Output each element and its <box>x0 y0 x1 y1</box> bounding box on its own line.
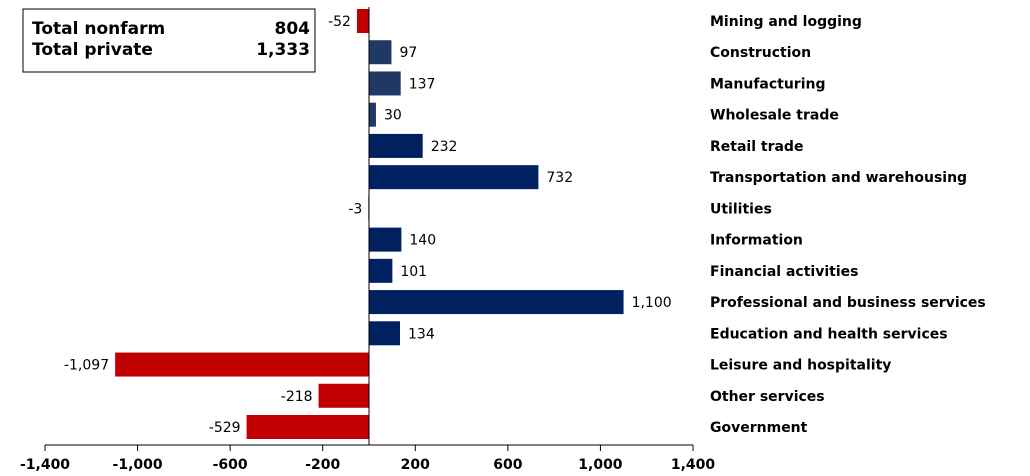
bar <box>369 71 401 96</box>
data-label: -529 <box>209 420 241 436</box>
data-label: 140 <box>409 233 436 249</box>
x-tick-label: -1,000 <box>113 457 163 473</box>
bar <box>369 133 423 158</box>
x-tick-label: -1,400 <box>20 457 70 473</box>
x-tick-label: 1,000 <box>578 457 623 473</box>
bar <box>369 40 392 65</box>
data-label: 134 <box>408 326 435 342</box>
bar <box>369 290 624 315</box>
bar <box>369 321 401 346</box>
category-label: Transportation and warehousing <box>710 170 967 186</box>
x-tick-label: 1,400 <box>671 457 716 473</box>
bar <box>246 414 369 439</box>
bar <box>369 258 393 283</box>
data-label: 232 <box>431 139 458 155</box>
bar <box>115 352 369 377</box>
bar <box>356 9 369 33</box>
data-label: 30 <box>384 108 402 124</box>
data-label: 97 <box>399 45 417 61</box>
bar <box>369 227 402 252</box>
data-label: -3 <box>348 201 362 217</box>
data-label: 1,100 <box>632 295 672 311</box>
category-label: Information <box>710 233 803 249</box>
summary-box <box>22 8 316 73</box>
data-label: -218 <box>281 389 313 405</box>
x-tick-label: -600 <box>213 457 248 473</box>
category-label: Professional and business services <box>710 295 986 311</box>
category-label: Education and health services <box>710 326 948 342</box>
data-label: 732 <box>546 170 573 186</box>
category-label: Mining and logging <box>710 14 862 30</box>
category-label: Financial activities <box>710 264 858 280</box>
bar <box>369 165 539 190</box>
x-tick-label: -200 <box>305 457 340 473</box>
data-label: -1,097 <box>64 358 109 374</box>
category-label: Manufacturing <box>710 76 826 92</box>
summary-value: 804 <box>275 19 311 39</box>
x-tick-label: 600 <box>493 457 522 473</box>
category-label: Construction <box>710 45 811 61</box>
category-label: Utilities <box>710 201 772 217</box>
data-label: -52 <box>328 14 351 30</box>
summary-label: Total nonfarm <box>32 19 165 39</box>
bar <box>318 383 369 408</box>
summary-label: Total private <box>32 40 153 60</box>
data-label: 101 <box>400 264 427 280</box>
category-label: Other services <box>710 389 825 405</box>
x-tick-label: 200 <box>401 457 430 473</box>
category-label: Retail trade <box>710 139 803 155</box>
category-label: Leisure and hospitality <box>710 358 891 374</box>
summary-value: 1,333 <box>256 40 310 60</box>
data-label: 137 <box>409 76 436 92</box>
bar <box>369 102 376 127</box>
category-label: Government <box>710 420 808 436</box>
category-label: Wholesale trade <box>710 108 839 124</box>
